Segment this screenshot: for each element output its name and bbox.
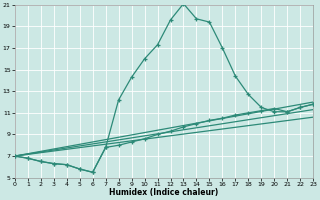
X-axis label: Humidex (Indice chaleur): Humidex (Indice chaleur) [109,188,219,197]
